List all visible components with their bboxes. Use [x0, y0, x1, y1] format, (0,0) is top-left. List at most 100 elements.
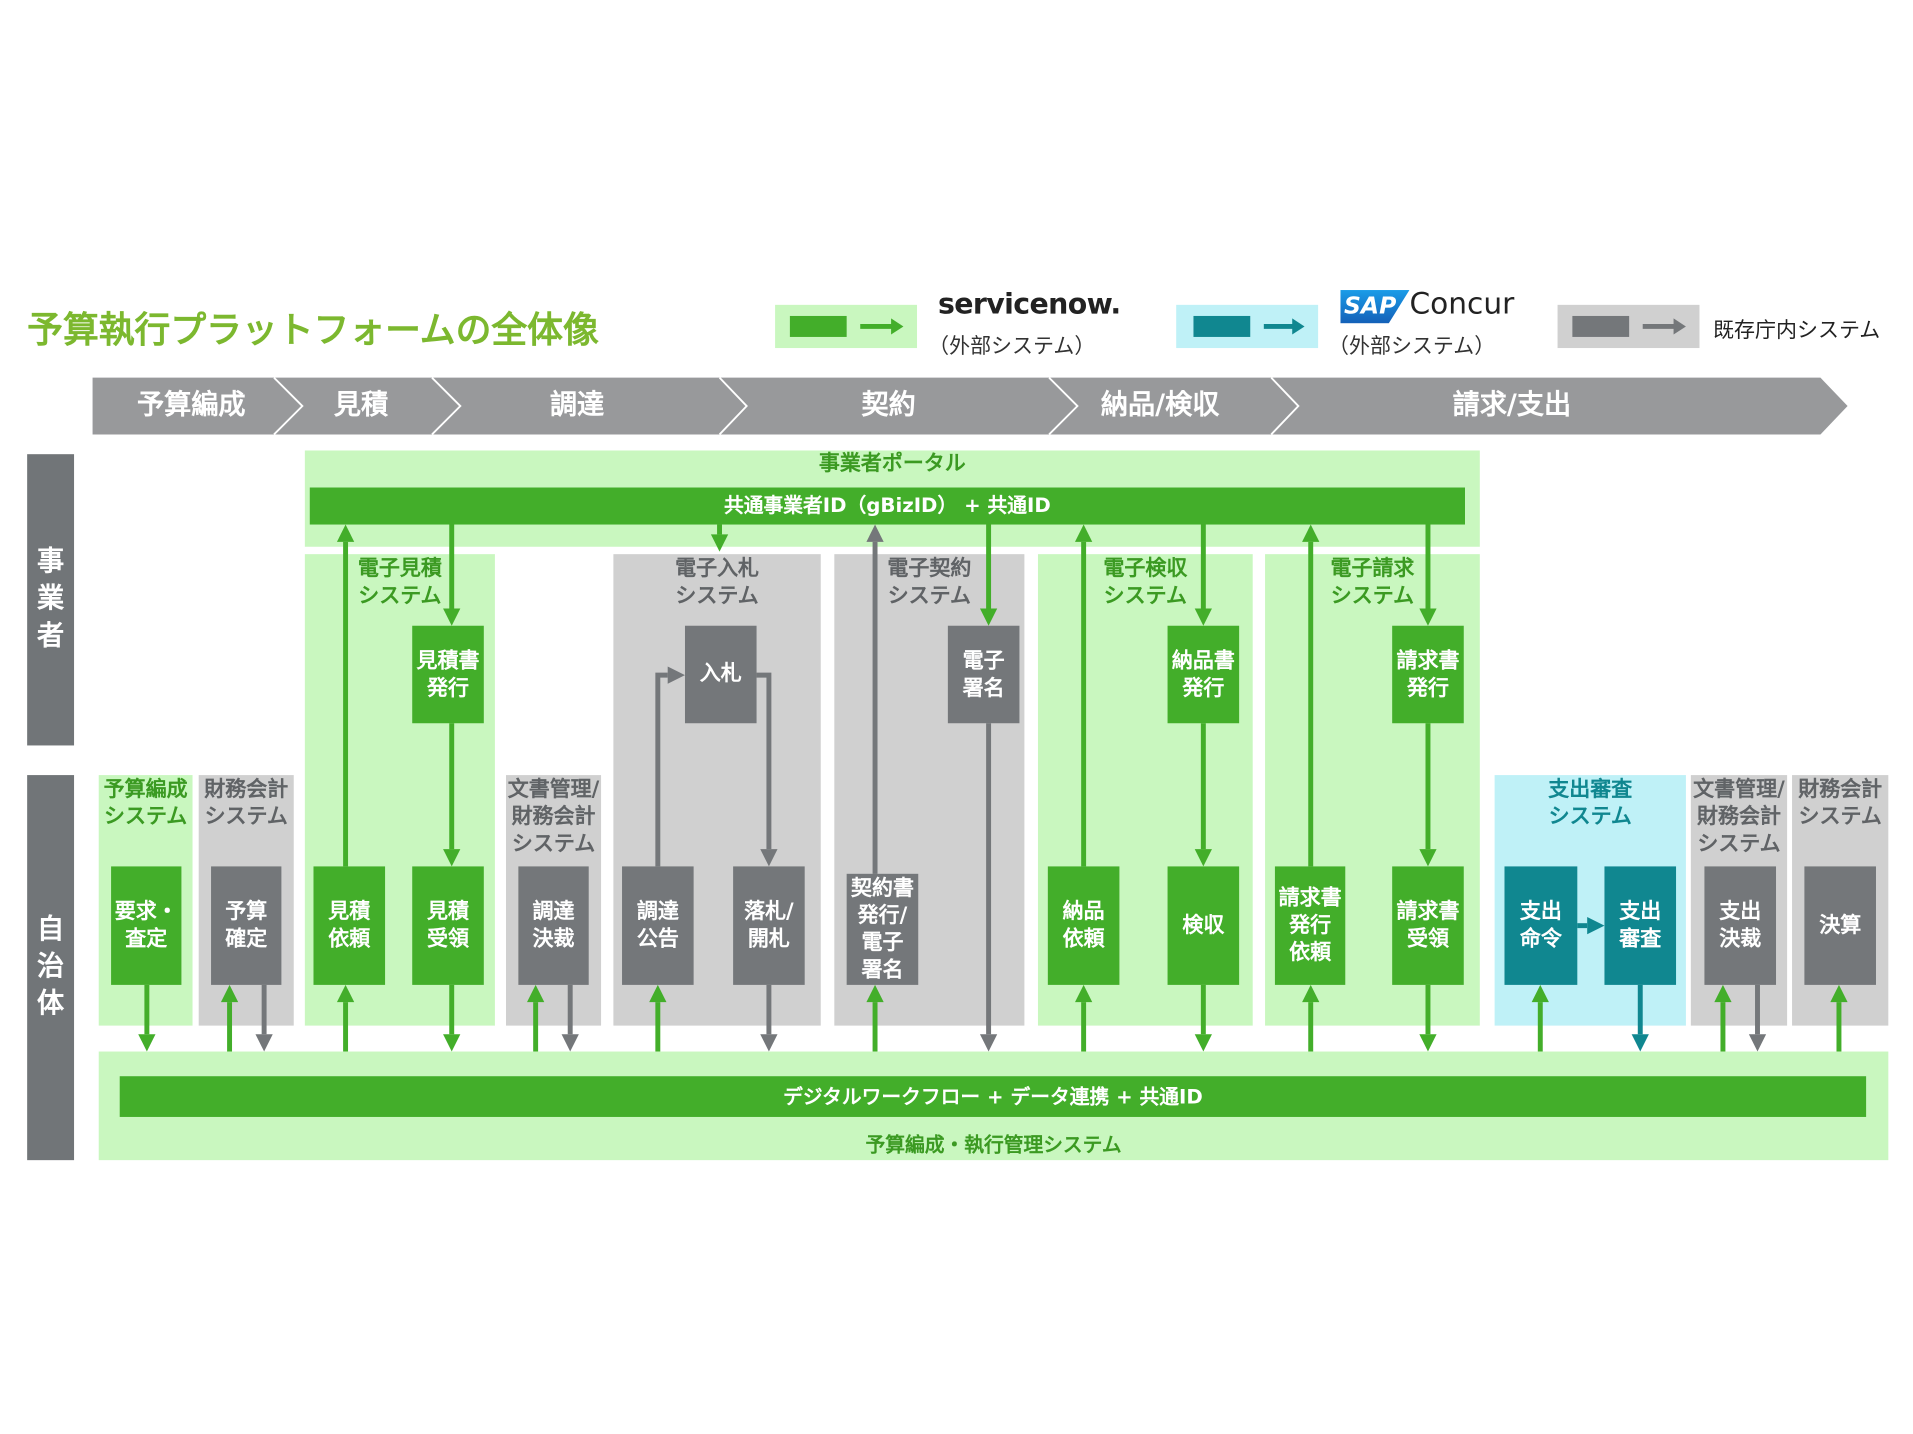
settlement-box: 決算 — [1804, 866, 1876, 985]
stage-contract: 契約 — [861, 390, 916, 421]
arrow-shaft — [756, 672, 772, 850]
stage-delivery: 納品/検収 — [1100, 390, 1220, 421]
arrow-estimate-issue-down — [443, 524, 461, 626]
arrow-contract-issue-up — [866, 984, 884, 1052]
arrow-head — [1531, 984, 1549, 1003]
arrow-head — [760, 1034, 778, 1052]
workflow-bar: デジタルワークフロー + データ連携 + 共通ID — [119, 1076, 1867, 1117]
system-contract-title: 電子契約 システム — [887, 556, 972, 609]
procure-notice-box: 調達 公告 — [622, 866, 694, 985]
arrow-head — [1419, 849, 1437, 867]
system-bidding-title: 電子入札 システム — [675, 556, 760, 609]
legend-servicenow-swatch — [775, 304, 918, 349]
arrow-head — [866, 524, 884, 542]
platform-title: 予算編成・執行管理システム — [865, 1132, 1122, 1157]
arrow-order-to-review — [1577, 917, 1605, 935]
arrow-invoice-receive-down — [1419, 723, 1437, 867]
arrow-invoice-request-platform-up — [1302, 984, 1320, 1052]
arrow-head — [1074, 984, 1093, 1003]
arrow-head — [1194, 1034, 1212, 1052]
bid-box: 入札 — [684, 625, 757, 724]
stage-invoice: 請求/支出 — [1452, 390, 1572, 421]
system-inspection-title: 電子検収 システム — [1103, 556, 1188, 609]
contract-issue-box: 契約書 発行/ 電子 署名 — [846, 873, 919, 985]
arrow-invoice-issue-down — [1419, 524, 1437, 626]
arrow-shaft — [655, 672, 668, 867]
servicenow-note: （外部システム） — [928, 334, 1096, 360]
arrow-contract-up — [866, 524, 884, 874]
arrow-head — [1748, 1034, 1767, 1052]
arrow-payment-approve-down — [1748, 984, 1767, 1052]
procure-approve-box: 調達 決裁 — [518, 866, 589, 985]
stage-estimate: 見積 — [333, 390, 389, 421]
arrow-budget-confirm-down — [255, 984, 273, 1052]
invoice-receive-box: 請求書 受領 — [1392, 866, 1464, 985]
payment-review-box: 支出 審査 — [1604, 866, 1677, 985]
arrow-head — [336, 524, 355, 542]
arrow-delivery-request-up — [1074, 524, 1093, 867]
payment-approve-box: 支出 決裁 — [1704, 866, 1777, 985]
arrow-notice-to-bid — [655, 666, 685, 867]
arrow-delivery-request-platform-up — [1074, 984, 1093, 1052]
request-box: 要求・ 査定 — [111, 866, 182, 985]
arrow-head — [760, 849, 778, 867]
inspection-box: 検収 — [1167, 866, 1240, 985]
arrow-head — [1714, 984, 1732, 1003]
arrow-bidding-down — [710, 524, 729, 552]
system-docfin-2-title: 文書管理/ 財務会計 システム — [1693, 777, 1785, 857]
arrow-request-down — [138, 984, 156, 1052]
arrow-head — [220, 984, 239, 1003]
arrow-estimate-request-up — [336, 524, 355, 867]
arrow-head — [1074, 524, 1093, 542]
esign-box: 電子 署名 — [947, 625, 1020, 724]
system-docfin-1-title: 文書管理/ 財務会計 システム — [507, 777, 600, 857]
estimate-issue-box: 見積書 発行 — [412, 625, 484, 724]
arrow-head — [1830, 984, 1848, 1003]
budget-confirm-box: 予算 確定 — [211, 866, 282, 985]
arrow-head — [443, 849, 461, 867]
system-estimate-title: 電子見積 システム — [357, 556, 442, 609]
arrow-procure-approve-down — [561, 984, 579, 1052]
arrow-invoice-receive-platform-down — [1419, 984, 1437, 1052]
arrow-procure-notice-up — [649, 984, 667, 1052]
arrow-settlement-up — [1830, 984, 1848, 1052]
stage-budget: 予算編成 — [136, 390, 246, 421]
arrow-head — [1587, 917, 1605, 935]
system-finance-2-title: 財務会計 システム — [1798, 777, 1883, 830]
concur-note: （外部システム） — [1327, 334, 1496, 360]
arrow-head — [1302, 984, 1320, 1003]
servicenow-logo: servicenow. — [937, 288, 1121, 321]
arrow-procure-approve-up — [527, 984, 545, 1052]
arrow-head — [979, 608, 998, 626]
legend-concur-swatch — [1176, 304, 1319, 349]
invoice-issue-box: 請求書 発行 — [1392, 625, 1464, 724]
arrow-esign-platform-down — [979, 723, 998, 1052]
legend-existing-swatch — [1557, 304, 1700, 349]
lane-business: 事 業 者 — [27, 454, 75, 746]
system-invoice-title: 電子請求 システム — [1330, 556, 1415, 609]
estimate-receive-box: 見積 受領 — [412, 866, 484, 985]
arrow-head — [1631, 1034, 1649, 1052]
arrow-invoice-request-up — [1302, 524, 1320, 867]
system-finance-1-title: 財務会計 システム — [204, 777, 289, 830]
delivery-request-box: 納品 依頼 — [1047, 866, 1120, 985]
concur-logo: Concur — [1409, 286, 1515, 321]
arrow-head — [667, 666, 685, 684]
arrow-estimate-request-platform-up — [336, 984, 355, 1052]
arrow-head — [138, 1034, 156, 1052]
arrow-delivery-issue-down — [1194, 524, 1212, 626]
arrow-inspection-platform-down — [1194, 984, 1212, 1052]
arrow-head — [979, 1034, 998, 1052]
payment-order-box: 支出 命令 — [1504, 866, 1578, 985]
arrow-payment-order-up — [1531, 984, 1549, 1052]
arrow-head — [527, 984, 545, 1003]
arrow-head — [649, 984, 667, 1003]
common-id-bar: 共通事業者ID（gBizID） + 共通ID — [309, 487, 1465, 525]
arrow-head — [1419, 1034, 1437, 1052]
arrow-head — [443, 608, 461, 626]
arrow-estimate-receive-down — [443, 723, 461, 867]
arrow-head — [336, 984, 355, 1003]
legend-existing-label: 既存庁内システム — [1713, 318, 1881, 344]
